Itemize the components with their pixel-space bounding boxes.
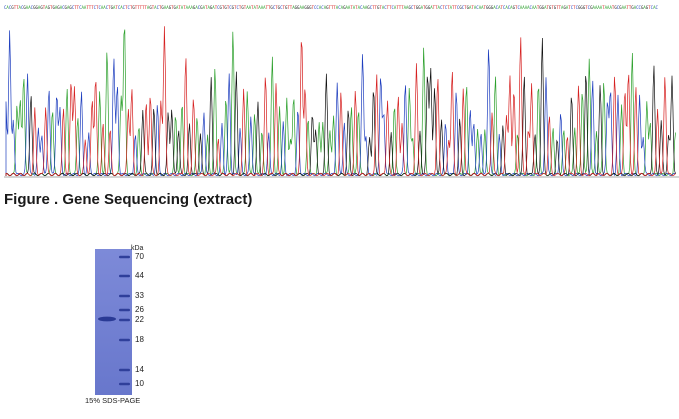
figure-caption: Figure . Gene Sequencing (extract) [4, 191, 253, 208]
base-call-sequence: CACGTTACGAACGGAGTAGTGAGACGAGCTTCAATTTCTC… [4, 5, 658, 10]
marker-label-44: 44 [135, 271, 144, 280]
marker-label-18: 18 [135, 335, 144, 344]
chromatogram-traces [4, 26, 679, 178]
gel-unit-label: kDa [131, 245, 144, 252]
ladder-band-44 [119, 274, 130, 278]
chromatogram: CACGTTACGAACGGAGTAGTGAGACGAGCTTCAATTTCTC… [0, 0, 679, 182]
gel-lane-background [95, 249, 132, 395]
gel-caption: 15% SDS-PAGE [85, 396, 141, 405]
gel-image [95, 249, 132, 395]
marker-label-70: 70 [135, 252, 144, 261]
ladder-band-14 [119, 368, 130, 372]
trace-G [5, 37, 676, 177]
marker-label-22: 22 [135, 315, 144, 324]
ladder-band-26 [119, 308, 130, 312]
sds-page-gel: kDa 70 44 33 26 22 18 14 10 15% SDS-PAGE [80, 240, 170, 415]
ladder-band-33 [119, 294, 130, 298]
ladder-band-10 [119, 382, 130, 386]
marker-label-10: 10 [135, 379, 144, 388]
marker-label-14: 14 [135, 365, 144, 374]
ladder-band-18 [119, 338, 130, 342]
trace-T [5, 26, 676, 177]
marker-label-33: 33 [135, 291, 144, 300]
ladder-band-22 [119, 318, 130, 322]
ladder-band-70 [119, 255, 130, 259]
marker-label-26: 26 [135, 305, 144, 314]
sample-band [98, 316, 116, 322]
